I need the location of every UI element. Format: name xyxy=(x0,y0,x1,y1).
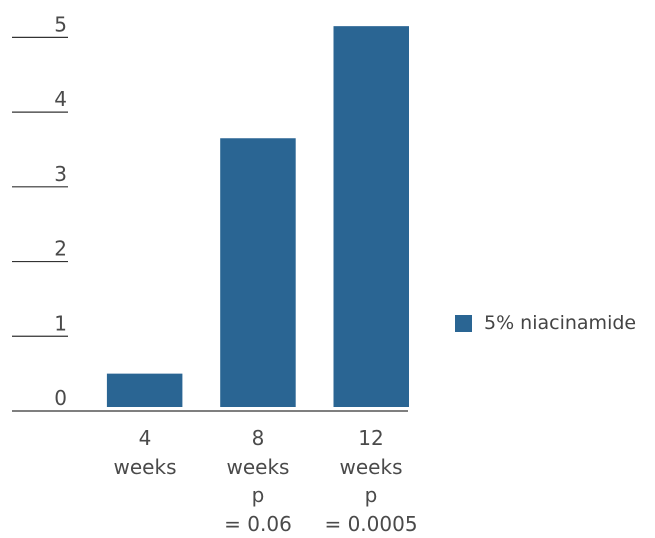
bar-4-weeks xyxy=(106,373,183,407)
y-tick-label: 2 xyxy=(54,237,67,261)
x-tick-label-group: 8 weeks p = 0.06 xyxy=(224,424,292,538)
p-value-label: p = 0.0005 xyxy=(324,483,418,536)
y-tick-label: 1 xyxy=(54,311,67,335)
bar-12-weeks xyxy=(333,26,409,408)
y-tick-label: 4 xyxy=(54,87,67,111)
x-tick-label-group: 4 weeks xyxy=(114,424,177,481)
y-tick-label: 3 xyxy=(54,162,67,186)
legend: 5% niacinamide xyxy=(455,311,636,335)
x-tick-label-group: 12 weeks p = 0.0005 xyxy=(324,424,417,538)
legend-label: 5% niacinamide xyxy=(484,312,637,334)
x-tick-label: 4 weeks xyxy=(113,426,177,479)
bar-8-weeks xyxy=(220,138,296,407)
x-tick-label: 8 weeks xyxy=(226,426,290,479)
y-tick-label: 0 xyxy=(54,386,67,410)
x-tick-label: 12 weeks xyxy=(339,426,403,479)
y-tick-label: 5 xyxy=(54,12,67,36)
legend-swatch xyxy=(455,314,472,332)
p-value-label: p = 0.06 xyxy=(224,483,292,536)
